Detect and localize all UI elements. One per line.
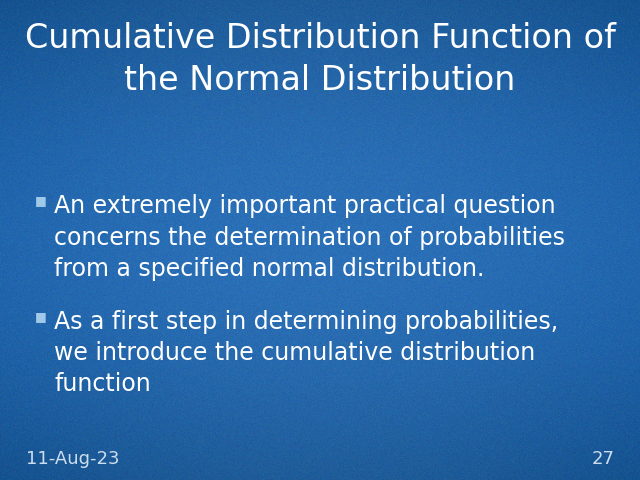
Text: As a first step in determining probabilities,
we introduce the cumulative distri: As a first step in determining probabili… bbox=[54, 310, 559, 396]
Text: 27: 27 bbox=[591, 450, 614, 468]
Text: An extremely important practical question
concerns the determination of probabil: An extremely important practical questio… bbox=[54, 194, 565, 281]
Text: Cumulative Distribution Function of
the Normal Distribution: Cumulative Distribution Function of the … bbox=[24, 22, 616, 96]
Text: 11-Aug-23: 11-Aug-23 bbox=[26, 450, 119, 468]
Text: ■: ■ bbox=[35, 310, 47, 323]
Text: ■: ■ bbox=[35, 194, 47, 207]
